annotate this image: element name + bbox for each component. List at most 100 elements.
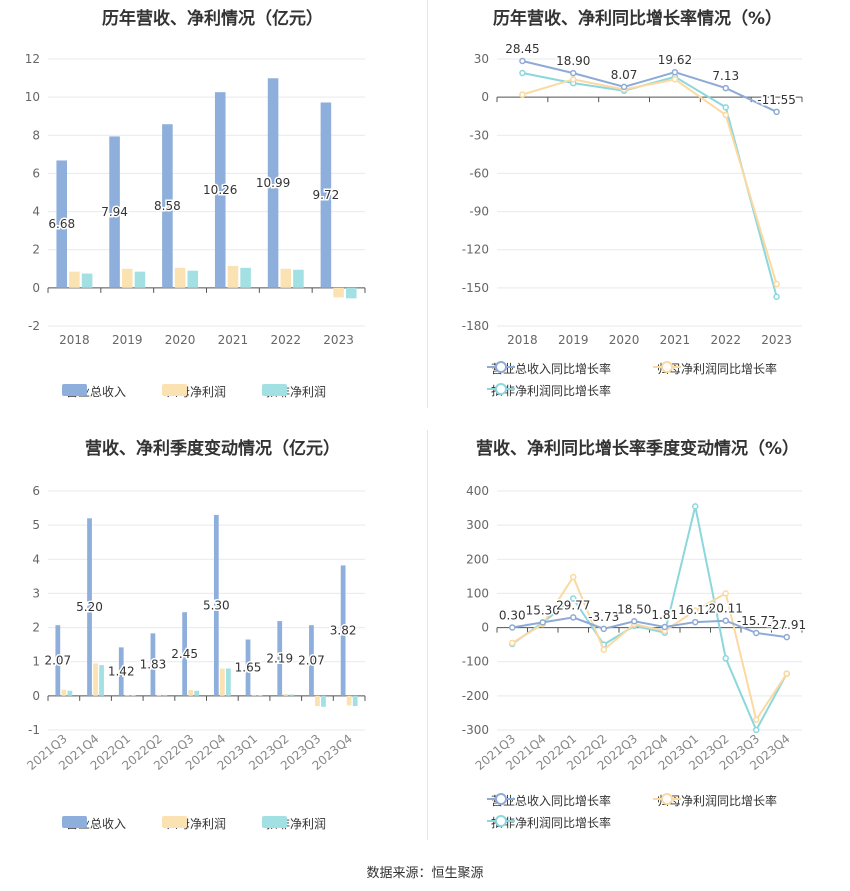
- bar: [227, 265, 239, 288]
- legend-item-net-profit[interactable]: 归母净利润: [162, 815, 226, 832]
- data-label: 7.13: [712, 69, 739, 83]
- legend-item-net-profit-growth[interactable]: 归母净利润同比增长率: [653, 792, 777, 809]
- bar: [219, 668, 225, 696]
- bar: [67, 690, 73, 696]
- bar: [321, 695, 326, 707]
- bar: [124, 695, 130, 696]
- bar: [315, 695, 320, 707]
- legend-item-revenue-growth[interactable]: 营业总收入同比增长率: [487, 360, 611, 377]
- y-tick-label: 8: [32, 128, 40, 142]
- data-label: 16.12: [678, 603, 712, 617]
- series-line: [511, 574, 788, 723]
- data-label: 8.58: [154, 199, 181, 213]
- y-tick-label: 4: [32, 552, 40, 566]
- bar: [267, 78, 279, 288]
- chart-title: 历年营收、净利同比增长率情况（%）: [492, 9, 783, 29]
- data-label: -27.91: [767, 618, 806, 632]
- y-tick-label: 0: [32, 689, 40, 703]
- legend-label: 扣非净利润同比增长率: [491, 384, 612, 398]
- legend-item-deducted-profit-growth[interactable]: 扣非净利润同比增长率: [487, 382, 611, 399]
- y-tick-label: -100: [462, 655, 489, 669]
- bar: [187, 270, 199, 288]
- legend-item-deducted-profit[interactable]: 扣非净利润: [262, 383, 326, 400]
- line-point: [570, 573, 577, 581]
- data-label: 20.11: [709, 602, 743, 616]
- bar: [109, 136, 120, 288]
- line-point: [539, 619, 546, 626]
- legend-item-net-profit-growth[interactable]: 归母净利润同比增长率: [653, 360, 777, 377]
- line-point: [570, 614, 577, 621]
- legend-label: 营业总收入同比增长率: [491, 794, 612, 808]
- bar: [162, 124, 173, 288]
- line-point: [722, 590, 729, 597]
- bar: [55, 625, 61, 696]
- bar: [93, 663, 98, 696]
- bar: [69, 271, 80, 288]
- y-tick-label: -30: [469, 128, 489, 142]
- bar: [61, 689, 67, 696]
- y-tick-label: 400: [466, 484, 489, 498]
- series-line: [522, 59, 778, 113]
- line-point: [753, 726, 760, 734]
- line-point: [753, 629, 760, 637]
- bar: [333, 287, 344, 298]
- bar: [289, 694, 295, 696]
- quarterly-growth-rate-panel: 营收、净利同比增长率季度变动情况（%） -300 -200 -100 0 100 200 3…: [425, 430, 850, 860]
- bar: [251, 695, 257, 696]
- series-line: [512, 616, 787, 639]
- line-point: [519, 69, 526, 77]
- line-point: [753, 716, 760, 724]
- legend-item-deducted-profit[interactable]: 扣非净利润: [262, 815, 326, 832]
- legend-item-revenue-growth[interactable]: 营业总收入同比增长率: [487, 792, 611, 809]
- chart-legend: 营业总收入 归母净利润 扣非净利润: [0, 383, 425, 403]
- bar: [99, 665, 104, 696]
- bar: [213, 514, 219, 696]
- data-label: 5.30: [203, 598, 230, 612]
- data-label: 28.45: [505, 42, 539, 56]
- data-label: 2.19: [266, 651, 293, 665]
- y-tick-label: 10: [25, 90, 40, 104]
- x-tick-label: 2022: [270, 333, 301, 347]
- bar: [81, 273, 93, 288]
- x-tick-label: 2020: [609, 333, 640, 347]
- y-tick-label: -2: [28, 319, 40, 333]
- bar: [56, 160, 68, 288]
- y-tick-label: -180: [462, 319, 489, 333]
- line-point: [519, 91, 526, 98]
- y-tick-label: -90: [469, 205, 489, 219]
- line-point: [661, 623, 668, 631]
- quarterly-growth-rate-chart: -300-200-10001002003004002021Q32021Q4202…: [462, 484, 808, 773]
- vertical-divider-bottom: [427, 430, 428, 840]
- series-line: [522, 72, 778, 298]
- bar: [182, 612, 188, 696]
- legend-item-net-profit[interactable]: 归母净利润: [162, 383, 226, 400]
- bar: [245, 639, 251, 696]
- y-tick-label: 2: [32, 621, 40, 635]
- line-point: [773, 293, 780, 301]
- bar: [225, 668, 231, 696]
- data-label: 2.45: [171, 647, 198, 661]
- legend-item-revenue[interactable]: 营业总收入: [62, 815, 126, 832]
- line-point: [722, 655, 729, 662]
- x-tick-label: 2022: [710, 333, 741, 347]
- legend-swatch: [62, 816, 87, 828]
- y-tick-label: 6: [32, 484, 40, 498]
- y-tick-label: 3: [32, 586, 40, 600]
- line-point: [692, 607, 699, 614]
- line-point: [722, 84, 729, 92]
- bar: [320, 102, 332, 288]
- data-label: 0.30: [499, 608, 526, 622]
- chart-title: 营收、净利季度变动情况（亿元）: [85, 439, 340, 459]
- line-point: [671, 68, 679, 76]
- line-point: [620, 83, 628, 91]
- line-point: [570, 69, 577, 77]
- legend-item-deducted-profit-growth[interactable]: 扣非净利润同比增长率: [487, 814, 611, 831]
- legend-swatch: [162, 384, 187, 396]
- bar: [345, 287, 357, 299]
- bar: [293, 269, 304, 288]
- bar: [87, 518, 92, 696]
- legend-swatch: [262, 384, 287, 396]
- bar: [309, 625, 314, 696]
- legend-swatch: [653, 793, 681, 805]
- legend-item-revenue[interactable]: 营业总收入: [62, 383, 126, 400]
